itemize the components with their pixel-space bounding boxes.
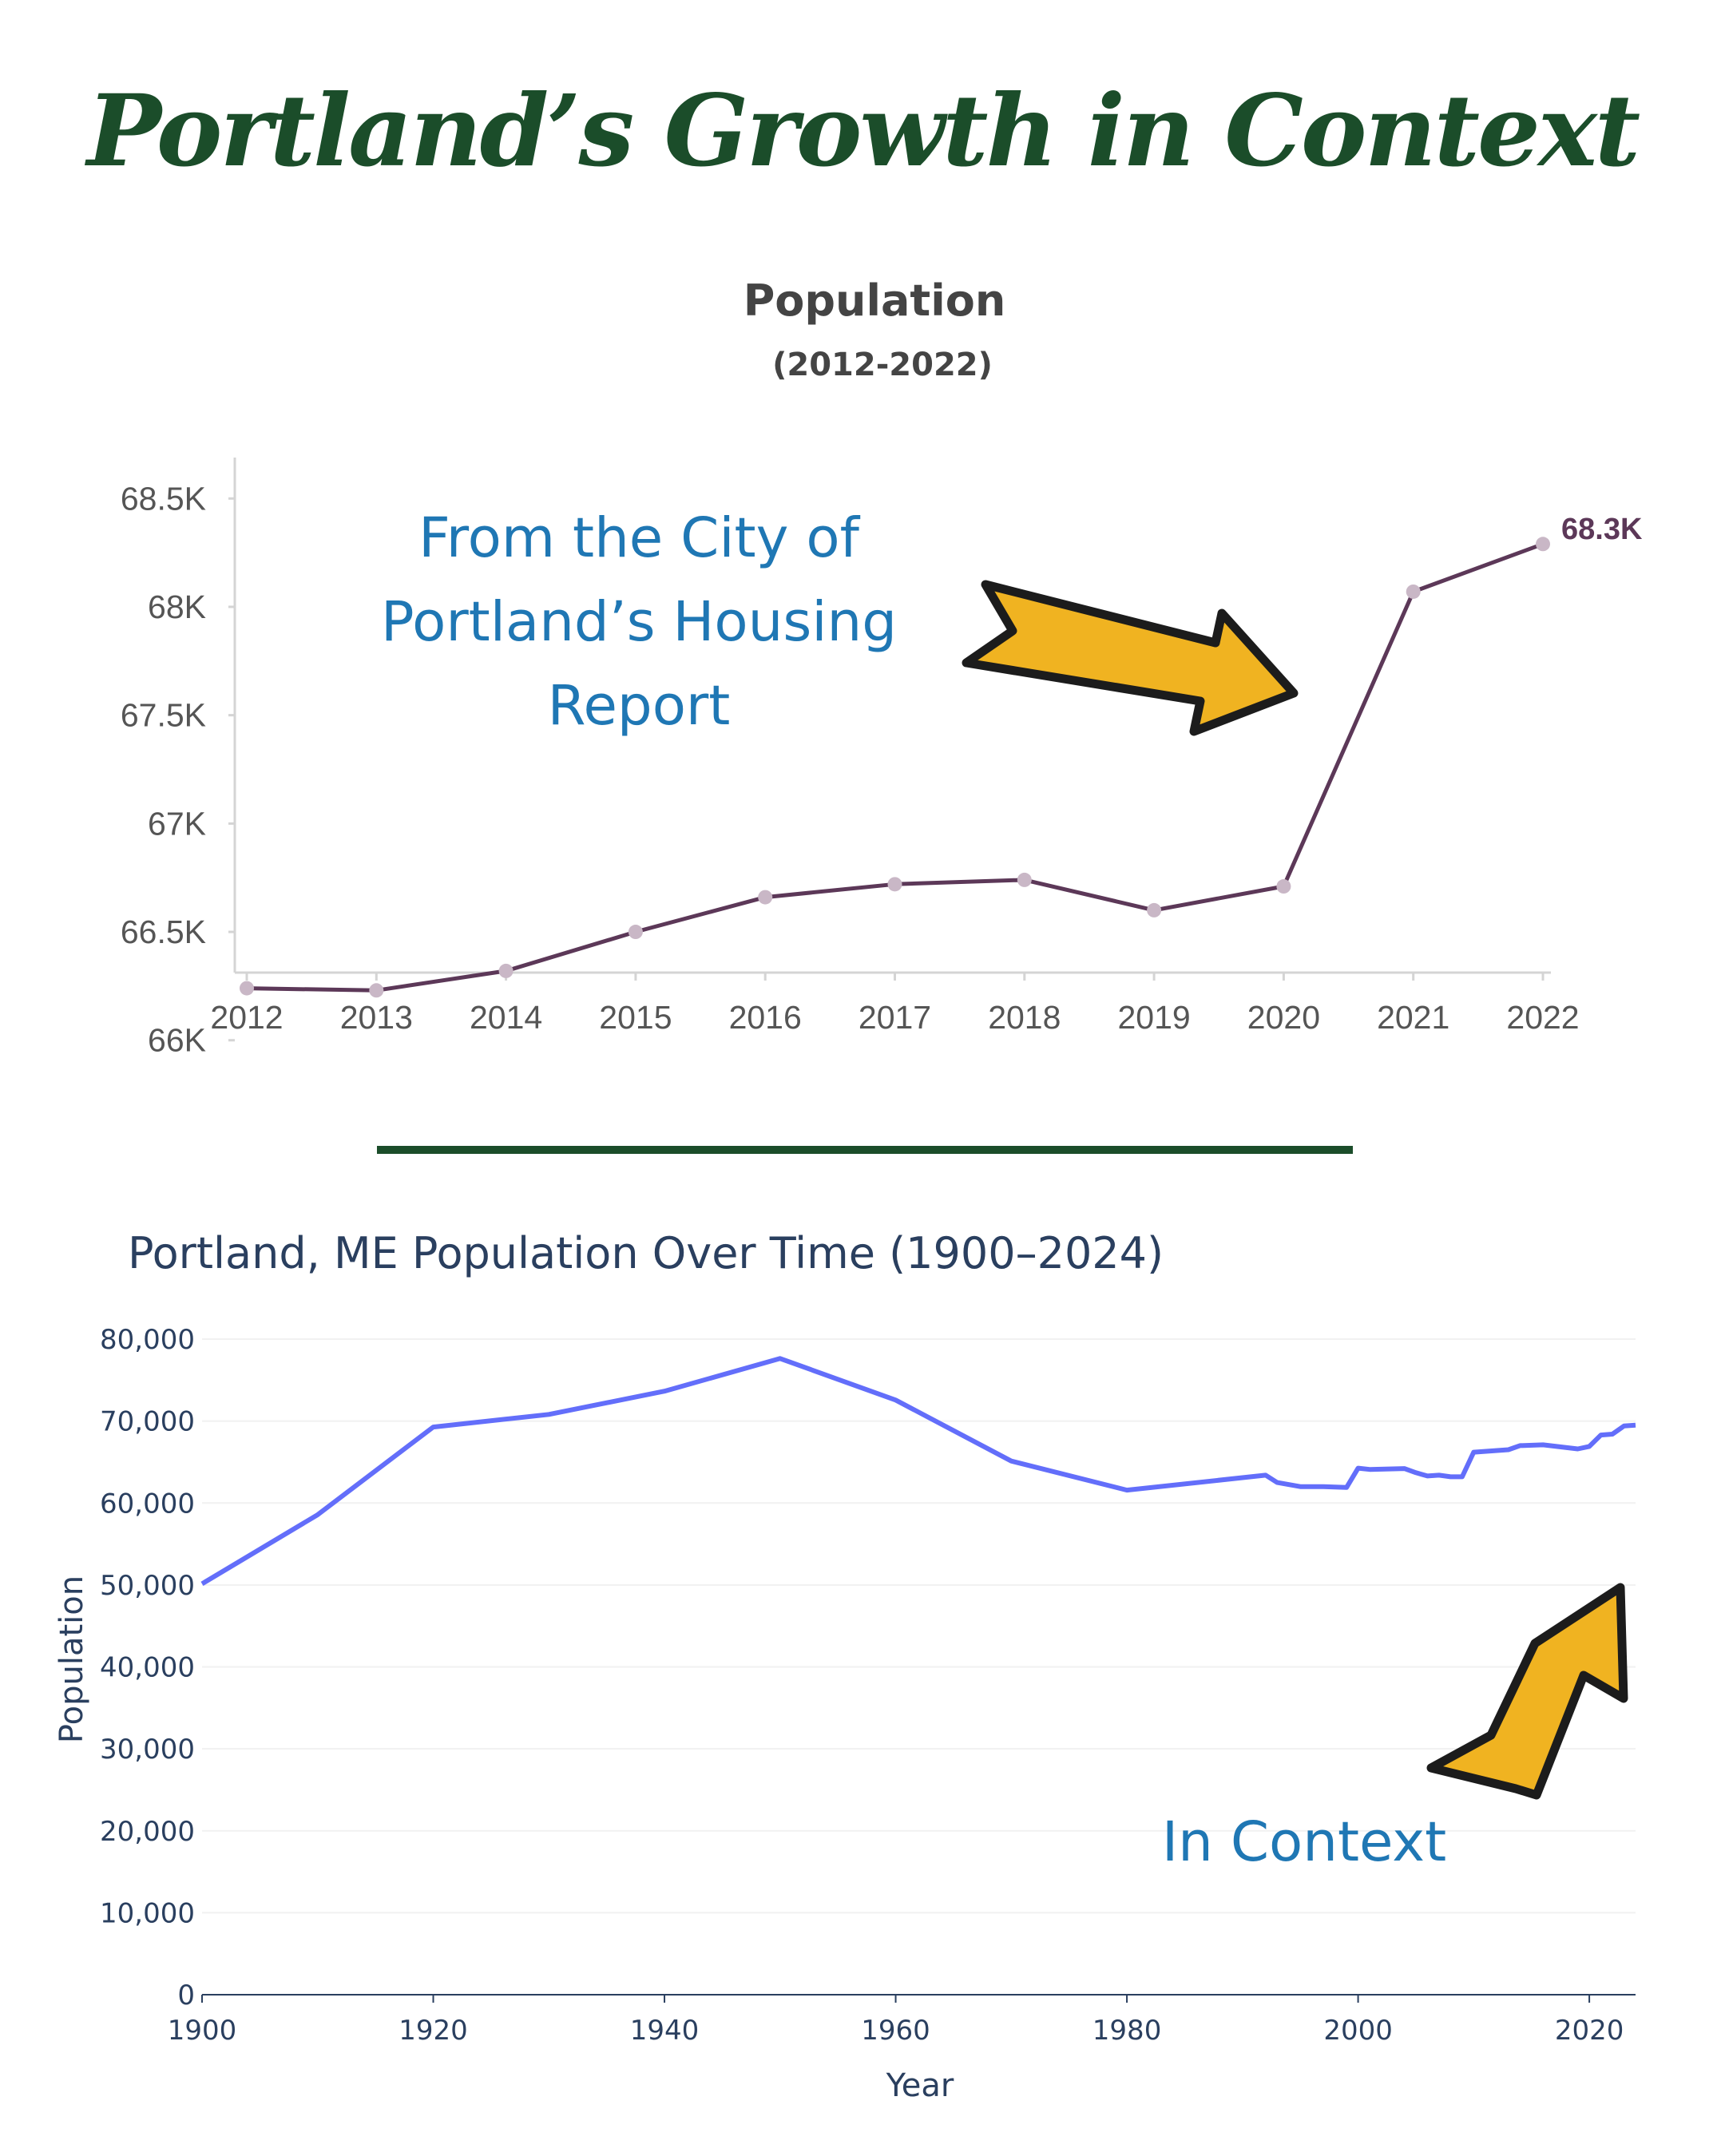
top-chart-end-label: 68.3K bbox=[1561, 513, 1643, 546]
top-chart-point bbox=[758, 890, 773, 905]
top-chart-x-tick-label: 2022 bbox=[1506, 999, 1579, 1036]
bottom-chart-x-tick-label: 1980 bbox=[1092, 2015, 1162, 2047]
top-chart-y-tick-label: 67K bbox=[148, 805, 206, 842]
bottom-chart-y-ticks: 0 10,000 20,000 30,000 40,000 50,000 60,000 70,… bbox=[100, 1324, 195, 2011]
bottom-chart-x-tick-label: 1900 bbox=[168, 2015, 237, 2047]
bottom-chart-x-axis-label: Year bbox=[886, 2067, 954, 2104]
top-chart-x-tick-label: 2012 bbox=[210, 999, 283, 1036]
bottom-chart-x-tick-label: 2000 bbox=[1323, 2015, 1393, 2047]
bottom-chart-y-tick-label: 70,000 bbox=[100, 1406, 195, 1438]
bottom-chart-series-line bbox=[200, 1356, 1636, 1586]
top-chart-y-ticks: 66K 66.5K 67K 67.5K 68K 68.5K bbox=[121, 480, 235, 1059]
top-chart-point bbox=[240, 981, 254, 996]
top-chart-x-ticks: 2012 2013 2014 2015 2016 2017 2018 2019 2020 2021… bbox=[210, 973, 1580, 1036]
top-chart-x-tick-label: 2017 bbox=[859, 999, 931, 1036]
top-annotation-line-2: Portland’s Housing bbox=[381, 590, 897, 654]
bottom-chart-gridlines bbox=[202, 1338, 1636, 1995]
top-chart-point bbox=[369, 983, 384, 998]
bottom-annotation: In Context bbox=[1162, 1810, 1446, 1874]
top-chart-x-tick-label: 2014 bbox=[470, 999, 542, 1036]
bottom-chart-y-tick-label: 30,000 bbox=[100, 1734, 195, 1766]
top-chart-point bbox=[1406, 584, 1421, 599]
bottom-chart-y-tick-label: 50,000 bbox=[100, 1570, 195, 1602]
top-chart-subtitle: (2012-2022) bbox=[772, 347, 993, 383]
top-chart-y-tick-label: 68K bbox=[148, 589, 206, 625]
top-chart-point bbox=[628, 925, 643, 940]
top-chart-y-tick-label: 67.5K bbox=[121, 697, 206, 734]
bottom-chart-y-tick-label: 80,000 bbox=[100, 1324, 195, 1356]
bottom-chart-x-tick-label: 1960 bbox=[861, 2015, 930, 2047]
top-chart-y-tick-label: 68.5K bbox=[121, 480, 206, 517]
top-chart-point bbox=[1147, 902, 1162, 917]
bottom-chart-y-tick-label: 40,000 bbox=[100, 1652, 195, 1684]
bottom-chart-x-tick-label: 2020 bbox=[1555, 2015, 1624, 2047]
bottom-chart-x-tick-label: 1940 bbox=[630, 2015, 700, 2047]
top-chart-x-tick-label: 2019 bbox=[1117, 999, 1190, 1036]
bottom-chart-y-tick-label: 60,000 bbox=[100, 1488, 195, 1520]
top-annotation-line-3: Report bbox=[548, 674, 731, 738]
bottom-chart-y-tick-label: 20,000 bbox=[100, 1816, 195, 1848]
top-chart-points bbox=[240, 537, 1550, 998]
top-chart-point bbox=[887, 877, 902, 892]
top-arrow-icon bbox=[962, 580, 1299, 736]
top-chart-x-tick-label: 2016 bbox=[729, 999, 802, 1036]
bottom-chart-y-axis-label: Population bbox=[54, 1575, 90, 1743]
top-chart-y-tick-label: 66.5K bbox=[121, 914, 206, 950]
top-chart-title: Population bbox=[744, 275, 1006, 326]
top-chart: Population (2012-2022) 66K66.5K67K67.5K6… bbox=[121, 275, 1643, 1059]
bottom-arrow-icon bbox=[1426, 1583, 1628, 1800]
bottom-chart-title: Portland, ME Population Over Time (1900–… bbox=[128, 1228, 1164, 1278]
top-annotation-line-1: From the City of bbox=[418, 506, 860, 570]
top-chart-y-tick-label: 66K bbox=[148, 1022, 206, 1059]
bottom-chart-x-ticks: 1900 1920 1940 1960 1980 2000 2020 bbox=[168, 1995, 1624, 2047]
page-title: Portland’s Growth in Context bbox=[86, 73, 1640, 189]
top-chart-x-tick-label: 2018 bbox=[988, 999, 1061, 1036]
bottom-chart-x-tick-label: 1920 bbox=[399, 2015, 468, 2047]
top-chart-point bbox=[1017, 872, 1032, 887]
top-chart-x-tick-label: 2020 bbox=[1247, 999, 1320, 1036]
section-divider bbox=[377, 1146, 1353, 1154]
top-chart-x-tick-label: 2015 bbox=[599, 999, 672, 1036]
bottom-chart-y-tick-label: 10,000 bbox=[100, 1897, 195, 1929]
top-chart-x-tick-label: 2021 bbox=[1377, 999, 1449, 1036]
top-chart-x-tick-label: 2013 bbox=[340, 999, 413, 1036]
bottom-chart-y-tick-label: 0 bbox=[177, 1980, 195, 2011]
top-chart-point bbox=[1276, 879, 1291, 894]
bottom-chart: Portland, ME Population Over Time (1900–… bbox=[54, 1228, 1636, 2104]
top-annotation: From the City of Portland’s Housing Repo… bbox=[381, 506, 897, 738]
top-chart-point bbox=[1536, 537, 1550, 552]
top-chart-point bbox=[498, 963, 514, 978]
